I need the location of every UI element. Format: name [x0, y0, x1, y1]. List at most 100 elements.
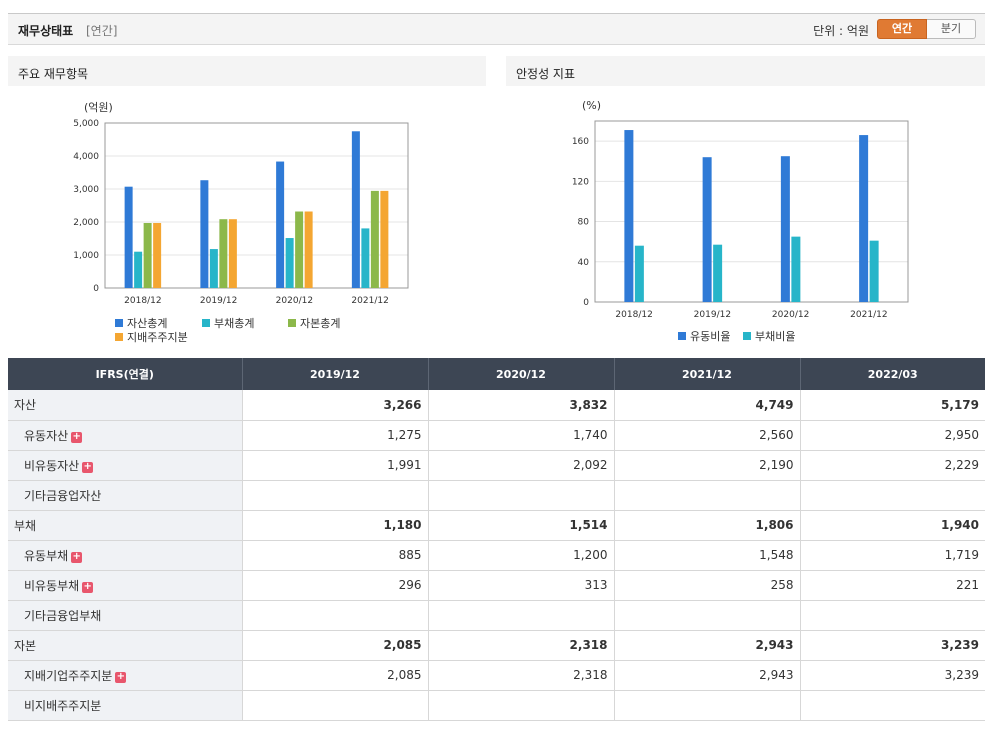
- stability-panel-title: 안정성 지표: [516, 67, 576, 81]
- cell-value: 2,092: [427, 450, 614, 481]
- chart-unit-label: (억원): [84, 101, 113, 114]
- cell-value: [427, 690, 614, 721]
- bar: [124, 186, 133, 288]
- bar: [351, 131, 360, 288]
- y-tick-label: 80: [578, 218, 590, 228]
- cell-value: 1,180: [241, 510, 428, 541]
- legend-label: 유동비율: [690, 330, 730, 343]
- bar: [380, 190, 389, 288]
- bar: [713, 244, 723, 302]
- table-row: 부채 1,180 1,514 1,806 1,940: [8, 510, 985, 541]
- cell-value: 5,179: [799, 390, 985, 421]
- bar: [361, 228, 370, 288]
- cell-value: [241, 690, 428, 721]
- cell-value: 2,318: [427, 630, 614, 661]
- bar: [370, 190, 379, 288]
- cell-value: 1,548: [613, 540, 800, 571]
- bar: [219, 219, 228, 288]
- cell-value: 258: [613, 570, 800, 601]
- cell-value: 2,560: [613, 420, 800, 451]
- expand-icon[interactable]: +: [71, 430, 83, 443]
- cell-value: 2,318: [427, 660, 614, 691]
- cell-value: 1,719: [799, 540, 985, 571]
- bar: [791, 236, 801, 302]
- column-header: 2021/12: [613, 358, 800, 390]
- y-tick-label: 0: [583, 298, 589, 308]
- bar: [228, 219, 237, 288]
- row-label[interactable]: 유동부채 +: [8, 540, 242, 571]
- table-row: 유동자산 +1,275 1,740 2,560 2,950: [8, 420, 985, 451]
- stability-chart: (%) 0 40 80 120 160 2018/12 2019/12 2020/12 2021/…: [572, 99, 909, 343]
- bar: [134, 251, 143, 288]
- row-label-text: 부채: [14, 518, 37, 533]
- legend-swatch: [115, 333, 123, 341]
- bar: [304, 211, 313, 288]
- x-tick-label: 2021/12: [850, 310, 887, 320]
- cell-value: 3,239: [799, 660, 985, 691]
- key-items-chart: (억원) 0 1,000 2,000 3,000 4,000 5,000 2018/12 201…: [73, 101, 409, 344]
- expand-icon[interactable]: +: [115, 670, 127, 683]
- expand-icon[interactable]: +: [71, 550, 83, 563]
- cell-value: 2,085: [241, 660, 428, 691]
- table-row: 유동부채 +885 1,200 1,548 1,719: [8, 540, 985, 571]
- bar: [200, 180, 209, 288]
- row-label: 자본: [8, 630, 242, 661]
- table-row: 자산 3,266 3,832 4,749 5,179: [8, 390, 985, 421]
- x-tick-label: 2018/12: [124, 296, 161, 306]
- row-label-text: 비유동부채: [24, 578, 80, 593]
- legend-swatch: [202, 319, 210, 327]
- cell-value: [613, 600, 800, 631]
- x-tick-label: 2021/12: [351, 296, 388, 306]
- cell-value: 1,275: [241, 420, 428, 451]
- bar: [780, 156, 790, 302]
- bar: [285, 238, 294, 288]
- bar: [624, 130, 634, 302]
- key-items-panel: 주요 재무항목 (억원) 0 1,000 2,000 3,000 4,000 5,000 20…: [8, 56, 486, 356]
- x-tick-label: 2019/12: [200, 296, 237, 306]
- expand-icon[interactable]: +: [82, 460, 94, 473]
- cell-value: [613, 480, 800, 511]
- legend-label: 자산총계: [127, 317, 167, 330]
- table-row: 기타금융업부채: [8, 600, 985, 631]
- y-tick-label: 0: [93, 284, 99, 294]
- legend-label: 자본총계: [300, 317, 340, 330]
- cell-value: 1,200: [427, 540, 614, 571]
- plot-frame: [594, 120, 909, 303]
- x-tick-label: 2019/12: [694, 310, 731, 320]
- row-label: 비지배주주지분: [8, 690, 242, 721]
- row-label[interactable]: 유동자산 +: [8, 420, 242, 451]
- legend-swatch: [288, 319, 296, 327]
- annual-toggle-button[interactable]: 연간: [877, 19, 927, 39]
- period-tag: [연간]: [86, 24, 118, 38]
- cell-value: 2,943: [613, 630, 800, 661]
- balance-sheet-table: IFRS(연결) 2019/12 2020/12 2021/12 2022/03…: [8, 358, 985, 721]
- row-label[interactable]: 비유동자산 +: [8, 450, 242, 481]
- row-label[interactable]: 비유동부채 +: [8, 570, 242, 601]
- chart-unit-label: (%): [582, 99, 601, 112]
- row-label-text: 자산: [14, 398, 37, 413]
- section-header: 재무상태표 [연간] 단위 : 억원 연간 분기: [8, 13, 985, 45]
- cell-value: 221: [799, 570, 985, 601]
- corner-header: IFRS(연결): [8, 358, 242, 390]
- bar: [276, 161, 285, 288]
- legend-label: 부채비율: [755, 330, 795, 343]
- bar: [869, 240, 879, 302]
- cell-value: [799, 690, 985, 721]
- cell-value: 4,749: [613, 390, 800, 421]
- cell-value: [799, 600, 985, 631]
- y-tick-label: 2,000: [73, 218, 99, 228]
- expand-icon[interactable]: +: [82, 580, 94, 593]
- column-header: 2022/03: [799, 358, 985, 390]
- cell-value: 3,266: [241, 390, 428, 421]
- table-row: 지배기업주주지분 +2,085 2,318 2,943 3,239: [8, 660, 985, 691]
- quarter-toggle-button[interactable]: 분기: [927, 19, 976, 39]
- row-label-text: 유동부채: [24, 548, 69, 563]
- row-label[interactable]: 지배기업주주지분 +: [8, 660, 242, 691]
- cell-value: 2,943: [613, 660, 800, 691]
- y-tick-label: 40: [578, 258, 590, 268]
- legend-swatch: [743, 332, 751, 340]
- legend-label: 지배주주지분: [127, 331, 188, 344]
- cell-value: [241, 600, 428, 631]
- cell-value: 3,832: [427, 390, 614, 421]
- cell-value: 1,740: [427, 420, 614, 451]
